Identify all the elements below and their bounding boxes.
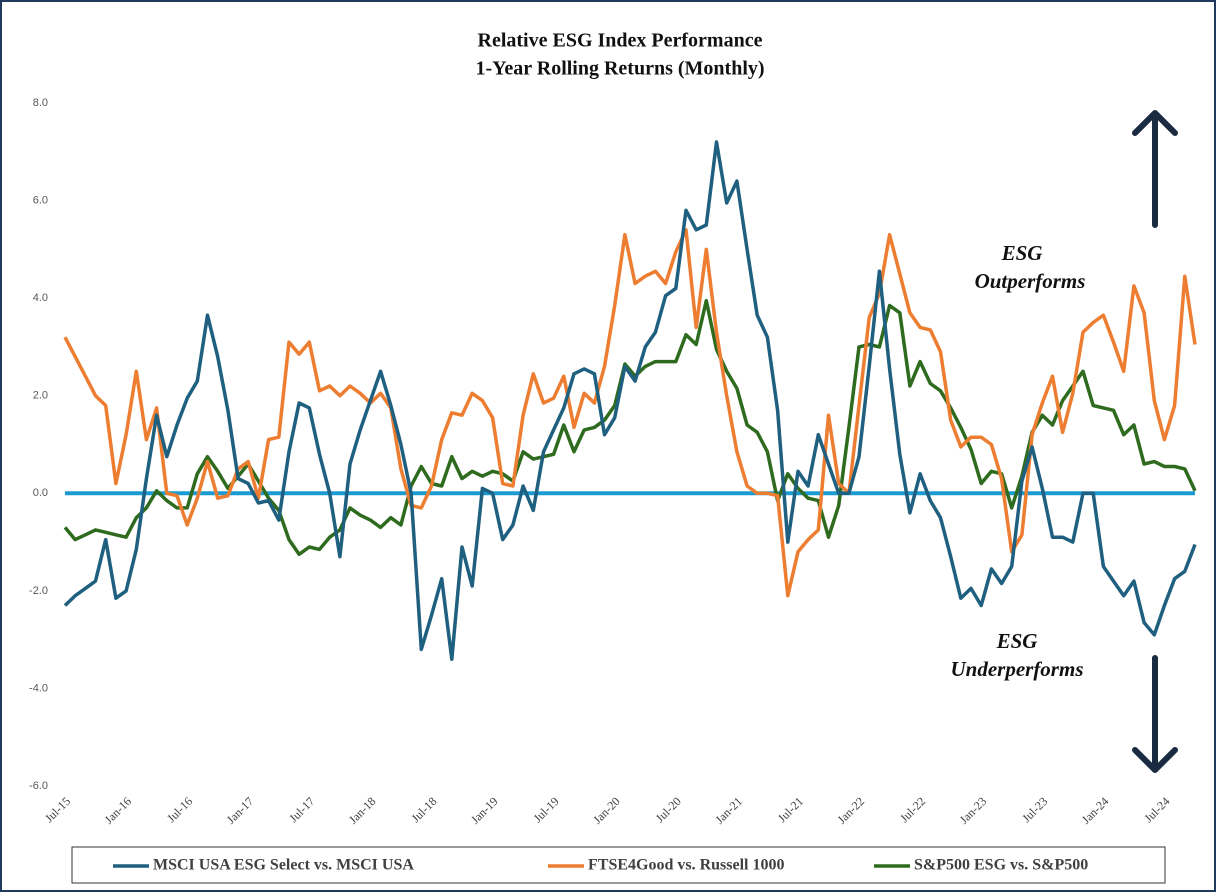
legend-label: MSCI USA ESG Select vs. MSCI USA xyxy=(153,857,414,874)
annotation: ESG xyxy=(1001,241,1043,265)
y-tick-label: 8.0 xyxy=(33,97,48,109)
arrows xyxy=(1132,110,1178,773)
series-line xyxy=(63,298,1197,557)
y-tick-label: 2.0 xyxy=(33,390,48,402)
up-arrow xyxy=(1132,110,1178,228)
y-tick-label: -2.0 xyxy=(29,585,48,597)
y-tick-label: 0.0 xyxy=(33,487,48,499)
y-tick-label: -4.0 xyxy=(29,682,48,694)
legend-label: S&P500 ESG vs. S&P500 xyxy=(914,857,1088,874)
annotation: ESG xyxy=(996,629,1038,653)
legend-label: FTSE4Good vs. Russell 1000 xyxy=(588,857,784,874)
down-arrow xyxy=(1132,655,1178,773)
y-tick-label: -6.0 xyxy=(29,780,48,792)
series-line xyxy=(63,140,1197,661)
y-tick-label: 6.0 xyxy=(33,194,48,206)
legend-box xyxy=(71,846,1166,884)
annotation: Outperforms xyxy=(975,269,1086,293)
chart-subtitle: 1-Year Rolling Returns (Monthly) xyxy=(475,58,764,80)
chart-title: Relative ESG Index Performance xyxy=(478,30,763,52)
annotation: Underperforms xyxy=(950,657,1083,681)
y-tick-label: 4.0 xyxy=(33,292,48,304)
series-line xyxy=(63,228,1197,598)
